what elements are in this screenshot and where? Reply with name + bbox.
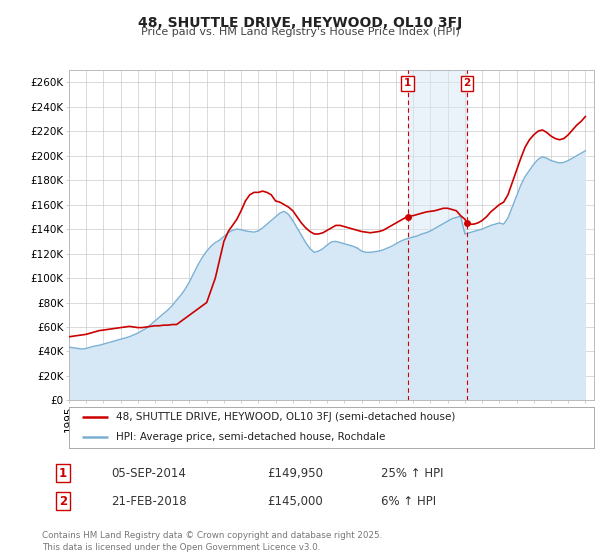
Text: 48, SHUTTLE DRIVE, HEYWOOD, OL10 3FJ (semi-detached house): 48, SHUTTLE DRIVE, HEYWOOD, OL10 3FJ (se… <box>116 412 455 422</box>
Bar <box>407 70 467 400</box>
Text: 2: 2 <box>464 78 471 88</box>
Text: 05-SEP-2014: 05-SEP-2014 <box>111 466 186 480</box>
Text: 6% ↑ HPI: 6% ↑ HPI <box>381 494 436 508</box>
Text: 1: 1 <box>59 466 67 480</box>
Text: 1: 1 <box>404 78 411 88</box>
Text: Contains HM Land Registry data © Crown copyright and database right 2025.
This d: Contains HM Land Registry data © Crown c… <box>42 531 382 552</box>
Text: 48, SHUTTLE DRIVE, HEYWOOD, OL10 3FJ: 48, SHUTTLE DRIVE, HEYWOOD, OL10 3FJ <box>138 16 462 30</box>
Text: 25% ↑ HPI: 25% ↑ HPI <box>381 466 443 480</box>
Text: Price paid vs. HM Land Registry's House Price Index (HPI): Price paid vs. HM Land Registry's House … <box>140 27 460 37</box>
Text: £149,950: £149,950 <box>267 466 323 480</box>
Text: £145,000: £145,000 <box>267 494 323 508</box>
Text: HPI: Average price, semi-detached house, Rochdale: HPI: Average price, semi-detached house,… <box>116 432 386 441</box>
Text: 21-FEB-2018: 21-FEB-2018 <box>111 494 187 508</box>
Text: 2: 2 <box>59 494 67 508</box>
